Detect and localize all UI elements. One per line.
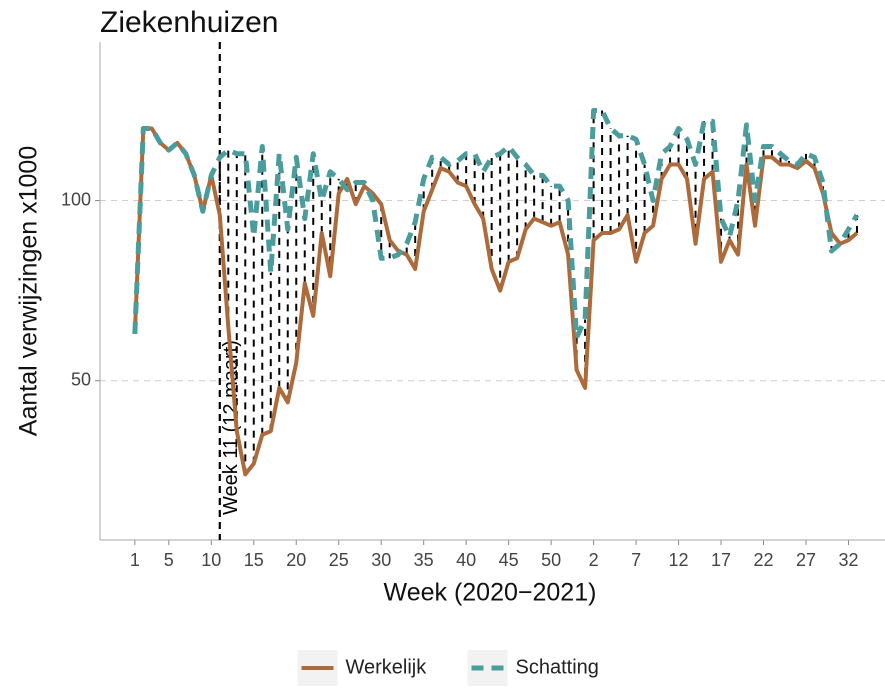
x-tick-label: 22 (753, 550, 773, 570)
annotation-label: Week 11 (12 maart) (220, 340, 242, 515)
y-tick-label: 50 (71, 369, 91, 389)
legend-label: Schatting (516, 656, 599, 678)
y-tick-label: 100 (61, 189, 91, 209)
x-tick-label: 20 (286, 550, 306, 570)
x-tick-label: 25 (329, 550, 349, 570)
x-tick-label: 1 (130, 550, 140, 570)
chart-title: Ziekenhuizen (100, 6, 278, 39)
x-tick-label: 50 (541, 550, 561, 570)
x-tick-label: 5 (164, 550, 174, 570)
x-axis-title: Week (2020−2021) (384, 579, 597, 607)
x-tick-label: 35 (414, 550, 434, 570)
x-tick-label: 30 (371, 550, 391, 570)
series-line (132, 107, 860, 340)
x-tick-label: 45 (499, 550, 519, 570)
x-tick-label: 7 (631, 550, 641, 570)
x-tick-label: 32 (838, 550, 858, 570)
y-axis-title: Aantal verwijzingen x1000 (15, 146, 43, 436)
x-tick-label: 12 (669, 550, 689, 570)
legend-label: Werkelijk (346, 656, 428, 678)
x-tick-label: 2 (589, 550, 599, 570)
x-tick-label: 27 (796, 550, 816, 570)
x-tick-label: 17 (711, 550, 731, 570)
x-tick-label: 15 (244, 550, 264, 570)
x-tick-label: 10 (201, 550, 221, 570)
series-line (132, 126, 859, 477)
x-tick-label: 40 (456, 550, 476, 570)
